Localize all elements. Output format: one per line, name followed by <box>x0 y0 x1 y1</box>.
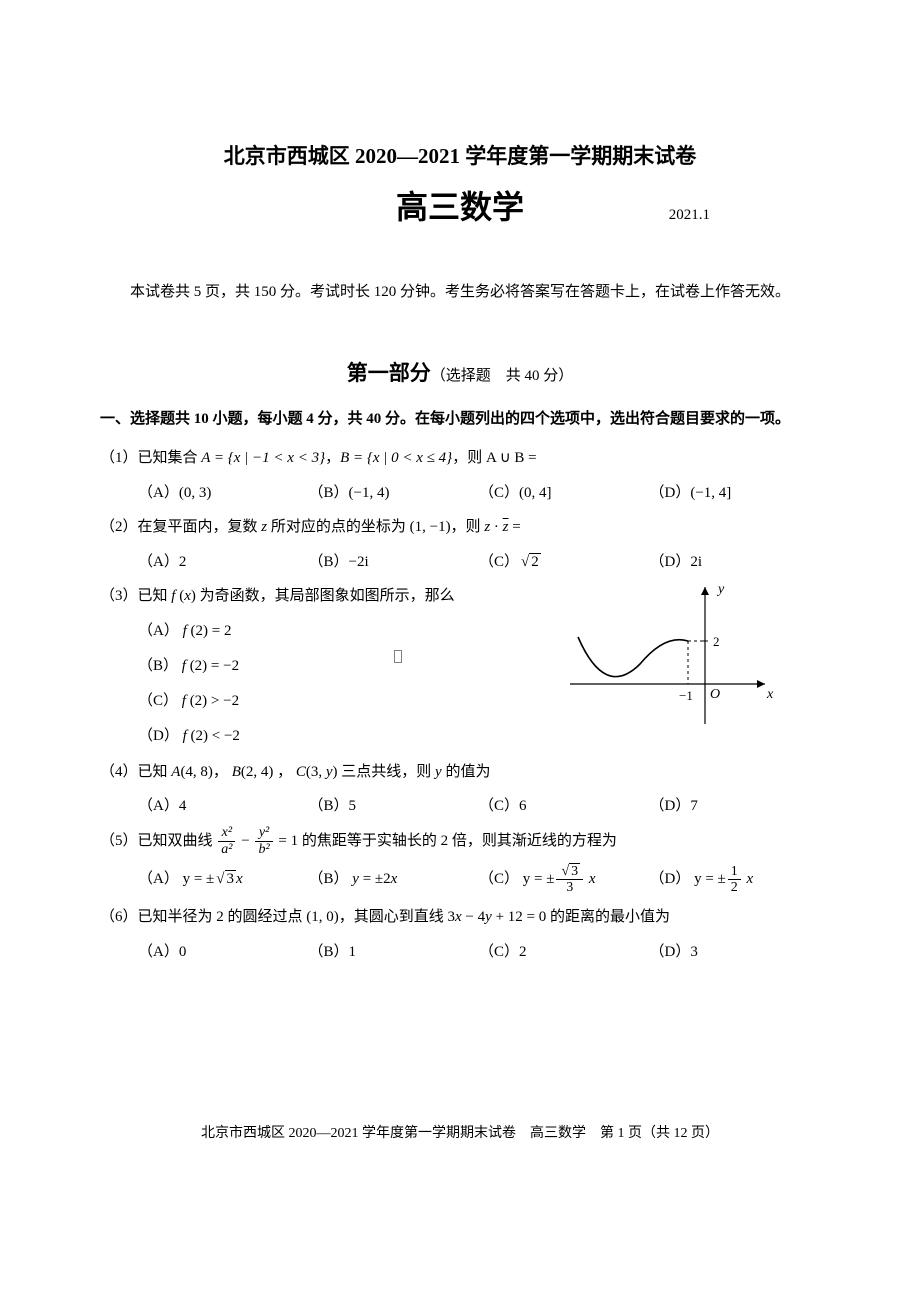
svg-text:x: x <box>766 687 774 702</box>
question-6: （6）已知半径为 2 的圆经过点 (1, 0)，其圆心到直线 3x − 4y +… <box>100 900 820 969</box>
q4-opt-c: （C）6 <box>479 789 650 824</box>
q2-opt-a: （A）2 <box>138 545 309 580</box>
q3-graph: y x O −1 2 <box>560 579 780 734</box>
title-main: 北京市西城区 2020—2021 学年度第一学期期末试卷 <box>100 140 820 170</box>
q4-stem: （4）已知 A(4, 8)， B(2, 4) ， C(3, y) 三点共线，则 … <box>100 755 820 790</box>
title-sub: 高三数学 <box>396 182 524 228</box>
q1-stem: （1）已知集合 A = {x | −1 < x < 3}，B = {x | 0 … <box>100 441 820 476</box>
q5-d-den: 2 <box>728 880 741 895</box>
q1-opt-b: （B）(−1, 4) <box>309 476 480 511</box>
q2-c-val: 2 <box>529 553 541 570</box>
q5-frac1-den: a² <box>218 842 235 857</box>
question-3: （3）已知 f (x) 为奇函数，其局部图象如图所示，那么 （A） f (2) … <box>100 579 820 755</box>
q5-d-num: 1 <box>728 864 741 880</box>
q6-opt-d: （D）3 <box>650 935 821 970</box>
svg-text:−1: −1 <box>679 688 693 703</box>
q1-opt-a: （A）(0, 3) <box>138 476 309 511</box>
q5-c-den: 3 <box>556 880 583 895</box>
part-label-small: （选择题 共 40 分） <box>431 368 574 384</box>
q2-opt-d: （D）2i <box>650 545 821 580</box>
q6-opt-a: （A）0 <box>138 935 309 970</box>
title-date: 2021.1 <box>669 207 710 224</box>
q2-stem: （2）在复平面内，复数 z 所对应的点的坐标为 (1, −1)，则 z · z … <box>100 510 820 545</box>
q1-options: （A）(0, 3) （B）(−1, 4) （C）(0, 4] （D）(−1, 4… <box>100 476 820 511</box>
q5-opt-b: （B） y = ±2x <box>309 858 480 900</box>
part-title: 第一部分（选择题 共 40 分） <box>100 357 820 387</box>
q5-c-num: 3 <box>569 863 580 879</box>
q6-stem: （6）已知半径为 2 的圆经过点 (1, 0)，其圆心到直线 3x − 4y +… <box>100 900 820 935</box>
q1-setB: B = {x | 0 < x ≤ 4} <box>340 450 452 466</box>
q5-d-pre: （D） y = ± <box>650 871 726 887</box>
q2-options: （A）2 （B）−2i （C） 2 （D）2i <box>100 545 820 580</box>
q1-opt-c: （C）(0, 4] <box>479 476 650 511</box>
q5-d-post: x <box>743 871 753 887</box>
q2-c-pre: （C） <box>479 554 519 570</box>
question-1: （1）已知集合 A = {x | −1 < x < 3}，B = {x | 0 … <box>100 441 820 510</box>
q2-opt-b: （B）−2i <box>309 545 480 580</box>
q1-opt-d: （D）(−1, 4] <box>650 476 821 511</box>
q5-frac2: y²b² <box>255 825 272 857</box>
q5-options: （A） y = ±3x （B） y = ±2x （C） y = ±33 x （D… <box>100 858 820 900</box>
q5-c-post: x <box>585 871 595 887</box>
q6-options: （A）0 （B）1 （C）2 （D）3 <box>100 935 820 970</box>
q6-opt-b: （B）1 <box>309 935 480 970</box>
q4-opt-b: （B）5 <box>309 789 480 824</box>
q5-a-post: x <box>236 871 243 887</box>
q1-mid: ， <box>325 450 340 466</box>
q5-opt-c: （C） y = ±33 x <box>479 858 650 900</box>
svg-text:O: O <box>710 687 720 702</box>
q1-setA: A = {x | −1 < x < 3} <box>201 450 325 466</box>
q1-stem-pre: （1）已知集合 <box>100 450 201 466</box>
q6-opt-c: （C）2 <box>479 935 650 970</box>
intro-text: 本试卷共 5 页，共 150 分。考试时长 120 分钟。考生务必将答案写在答题… <box>100 278 820 307</box>
q4-options: （A）4 （B）5 （C）6 （D）7 <box>100 789 820 824</box>
svg-text:y: y <box>716 582 725 597</box>
page-footer: 北京市西城区 2020—2021 学年度第一学期期末试卷 高三数学 第 1 页（… <box>0 1122 920 1142</box>
q5-a-pre: （A） y = ± <box>138 871 214 887</box>
q5-frac1: x²a² <box>218 825 235 857</box>
q5-frac1-num: x² <box>218 825 235 841</box>
q5-frac2-den: b² <box>255 842 272 857</box>
title-sub-row: 高三数学 2021.1 <box>100 182 820 228</box>
q5-pre: （5）已知双曲线 <box>100 833 216 849</box>
q5-post: 的焦距等于实轴长的 2 倍，则其渐近线的方程为 <box>298 833 617 849</box>
question-5: （5）已知双曲线 x²a² − y²b² = 1 的焦距等于实轴长的 2 倍，则… <box>100 824 820 901</box>
q5-frac2-num: y² <box>255 825 272 841</box>
question-4: （4）已知 A(4, 8)， B(2, 4) ， C(3, y) 三点共线，则 … <box>100 755 820 824</box>
q5-opt-d: （D） y = ±12 x <box>650 858 821 900</box>
q1-tail: ，则 A ∪ B = <box>452 450 536 466</box>
q5-a-sqrt: 3 <box>225 870 237 887</box>
svg-text:2: 2 <box>713 634 720 649</box>
q5-stem: （5）已知双曲线 x²a² − y²b² = 1 的焦距等于实轴长的 2 倍，则… <box>100 824 820 859</box>
q4-opt-d: （D）7 <box>650 789 821 824</box>
part-label-big: 第一部分 <box>347 361 431 385</box>
section-title: 一、选择题共 10 小题，每小题 4 分，共 40 分。在每小题列出的四个选项中… <box>124 405 820 434</box>
q5-opt-a: （A） y = ± 3x <box>138 858 309 900</box>
question-2: （2）在复平面内，复数 z 所对应的点的坐标为 (1, −1)，则 z · z … <box>100 510 820 579</box>
q5-eq2: = 1 <box>275 833 298 849</box>
q5-c-pre: （C） y = ± <box>479 871 554 887</box>
q4-opt-a: （A）4 <box>138 789 309 824</box>
q5-eq1: − <box>237 833 253 849</box>
cursor-mark <box>394 650 402 663</box>
q2-opt-c: （C） 2 <box>479 545 650 580</box>
